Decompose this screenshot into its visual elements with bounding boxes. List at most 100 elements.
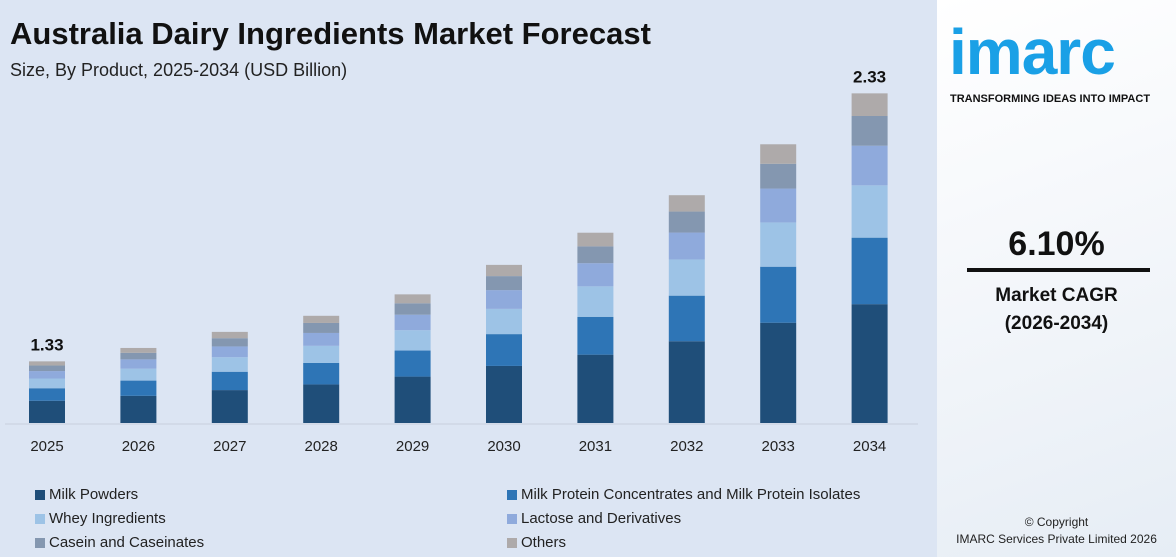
- bar-segment: [394, 350, 431, 377]
- legend-label: Whey Ingredients: [49, 510, 166, 527]
- x-tick-label: 2029: [396, 438, 429, 455]
- bar-segment: [760, 163, 797, 189]
- x-tick-label: 2032: [670, 438, 703, 455]
- bar-segment: [394, 314, 431, 331]
- tagline: TRANSFORMING IDEAS INTO IMPACT: [950, 93, 1151, 105]
- bar-segment: [760, 266, 797, 323]
- bar-segment: [760, 222, 797, 267]
- bar-segment: [29, 371, 65, 379]
- divider: [967, 268, 1150, 272]
- legend-swatch: [35, 489, 45, 500]
- x-tick-label: 2026: [122, 438, 155, 455]
- bar-segment: [303, 384, 340, 423]
- bar-segment: [760, 144, 797, 164]
- x-tick-label: 2031: [579, 438, 612, 455]
- bar-segment: [668, 211, 705, 233]
- imarc-logo: imarc: [949, 16, 1116, 88]
- bar-segment: [120, 347, 157, 353]
- chart-subtitle: Size, By Product, 2025-2034 (USD Billion…: [10, 60, 348, 80]
- bar-segment: [577, 263, 614, 287]
- bar-segment: [29, 388, 65, 401]
- bar-segment: [577, 286, 614, 317]
- bar-segment: [668, 195, 705, 212]
- cagr-label: Market CAGR: [995, 285, 1118, 306]
- bar-segment: [486, 365, 522, 423]
- legend-swatch: [507, 489, 517, 500]
- bar-segment: [120, 368, 157, 381]
- bar-segment: [486, 334, 522, 366]
- bar-chart: 2025 1.33 2026 2027 2028 2029 2030 2031 2032 2033…: [5, 67, 918, 455]
- legend-label: Milk Protein Concentrates and Milk Prote…: [521, 486, 861, 503]
- bar-segment: [851, 185, 888, 238]
- x-tick-label: 2028: [305, 438, 338, 455]
- x-tick-label: 2034: [853, 438, 886, 455]
- bar-segment: [303, 332, 340, 346]
- bar-segment: [303, 345, 340, 363]
- x-tick-label: 2025: [30, 438, 63, 455]
- bar-segment: [303, 322, 340, 333]
- brand-panel: imarc TRANSFORMING IDEAS INTO IMPACT 6.1…: [937, 0, 1176, 557]
- bar-segment: [211, 371, 248, 391]
- legend-item: Milk Powders: [35, 486, 138, 503]
- cagr-period: (2026-2034): [1004, 313, 1109, 334]
- bar-segment: [211, 357, 248, 372]
- bar-segment: [486, 290, 522, 309]
- bar-segment: [29, 400, 65, 423]
- bar-segment: [668, 295, 705, 342]
- x-tick-label: 2027: [213, 438, 246, 455]
- bar-segment: [851, 237, 888, 305]
- bar-segment: [394, 376, 431, 423]
- bar-segment: [120, 395, 157, 423]
- bar-segment: [394, 294, 431, 304]
- legend-label: Others: [521, 534, 567, 551]
- bar-segment: [29, 361, 65, 366]
- bar-segment: [29, 365, 65, 372]
- bar-segment: [851, 145, 888, 186]
- bar-segment: [211, 346, 248, 358]
- legend-label: Lactose and Derivatives: [521, 510, 682, 527]
- x-tick-label: 2030: [487, 438, 520, 455]
- data-label: 1.33: [30, 335, 63, 354]
- bar-segment: [851, 304, 888, 423]
- bar-segment: [394, 330, 431, 351]
- data-label: 2.33: [853, 67, 886, 86]
- cagr-value: 6.10%: [1008, 225, 1105, 263]
- legend-swatch: [507, 513, 517, 524]
- bar-segment: [303, 362, 340, 385]
- bar-segment: [120, 352, 157, 360]
- bar-segment: [211, 338, 248, 347]
- bar-segment: [577, 232, 614, 247]
- legend-swatch: [35, 537, 45, 548]
- bar-segment: [486, 308, 522, 335]
- bar-segment: [303, 315, 340, 323]
- chart-title: Australia Dairy Ingredients Market Forec…: [10, 16, 651, 51]
- bar-segment: [120, 359, 157, 369]
- bar-segment: [760, 188, 797, 223]
- bar-segment: [668, 232, 705, 260]
- bar-segment: [486, 264, 522, 277]
- bar-segment: [211, 390, 248, 423]
- legend-item: Whey Ingredients: [35, 510, 166, 527]
- bar-segment: [577, 316, 614, 355]
- bar-segment: [211, 331, 248, 339]
- legend-item: Casein and Caseinates: [35, 534, 204, 551]
- legend-item: Others: [507, 534, 566, 551]
- bar-segment: [120, 380, 157, 396]
- legend-label: Casein and Caseinates: [49, 534, 205, 551]
- bar-segment: [29, 378, 65, 389]
- bar-segment: [851, 93, 888, 116]
- legend-swatch: [507, 537, 517, 548]
- bar-segment: [577, 246, 614, 264]
- bar-segment: [394, 303, 431, 315]
- legend-item: Lactose and Derivatives: [507, 510, 681, 527]
- legend-swatch: [35, 513, 45, 524]
- bar-segment: [668, 259, 705, 296]
- company: IMARC Services Private Limited 2026: [956, 532, 1157, 546]
- legend-item: Milk Protein Concentrates and Milk Prote…: [507, 486, 860, 503]
- bar-segment: [486, 276, 522, 291]
- copyright: © Copyright: [1024, 515, 1089, 529]
- legend-label: Milk Powders: [49, 486, 139, 503]
- bar-segment: [760, 322, 797, 423]
- x-tick-label: 2033: [762, 438, 795, 455]
- bar-segment: [851, 115, 888, 146]
